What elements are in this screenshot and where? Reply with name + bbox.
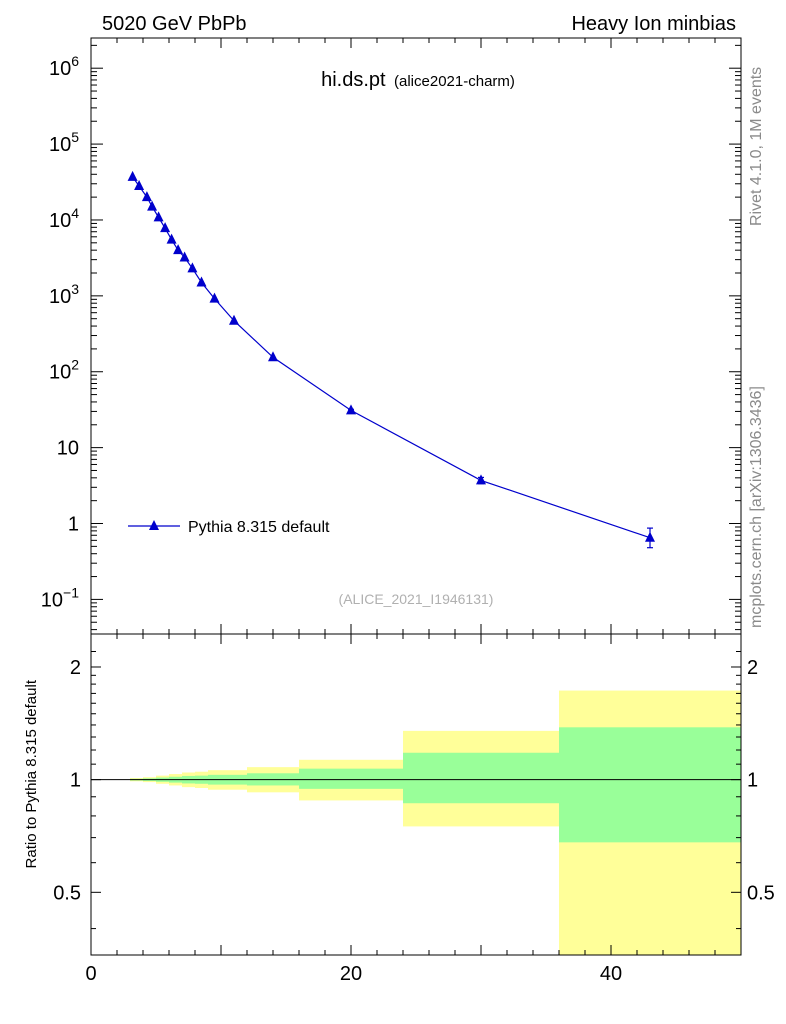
main-y-tick-label: 10 (57, 438, 79, 460)
legend-label: Pythia 8.315 default (188, 519, 330, 536)
x-tick-label: 0 (85, 963, 96, 985)
data-point (173, 244, 184, 255)
ratio-y-tick-label: 0.5 (53, 882, 81, 904)
data-point (153, 211, 164, 222)
main-y-tick-base: 10 (57, 438, 79, 460)
main-y-tick-label: 106 (49, 53, 79, 80)
main-y-tick-label: 1 (68, 514, 79, 536)
main-y-tick-base: 10 (41, 589, 63, 611)
ratio-band-inner (403, 752, 559, 804)
main-y-tick-exponent: −1 (63, 584, 79, 600)
ratio-bands (91, 690, 741, 955)
plot-title-sub: (alice2021-charm) (394, 73, 515, 90)
main-y-tick-base: 10 (49, 210, 71, 232)
data-point (141, 191, 152, 202)
data-point (179, 251, 190, 262)
ratio-band-inner (559, 727, 741, 843)
main-y-tick-base: 10 (49, 58, 71, 80)
series-line (132, 176, 651, 539)
header-right: Heavy Ion minbias (571, 13, 736, 35)
ratio-band-inner (299, 768, 403, 789)
data-point (476, 474, 486, 485)
main-y-tick-base: 1 (68, 514, 79, 536)
rivet-label: Rivet 4.1.0, 1M events (748, 67, 765, 226)
main-y-tick-exponent: 3 (71, 281, 79, 297)
data-point (127, 170, 138, 181)
data-point (209, 292, 220, 303)
plot-title-main: hi.ds.pt (321, 69, 386, 91)
plot-title: hi.ds.pt (alice2021-charm) (321, 69, 515, 91)
main-y-tick-label: 10−1 (41, 584, 79, 611)
ratio-y-tick-label-right: 2 (747, 657, 758, 679)
data-point (147, 200, 158, 211)
main-y-tick-label: 103 (49, 281, 79, 308)
main-y-tick-base: 10 (49, 362, 71, 384)
data-point (196, 276, 207, 287)
legend-marker (149, 520, 159, 530)
data-point (134, 180, 145, 191)
x-tick-label: 20 (340, 963, 362, 985)
data-point (268, 351, 278, 362)
main-y-tick-base: 10 (49, 134, 71, 156)
ratio-ylabel: Ratio to Pythia 8.315 default (23, 679, 40, 868)
main-frame (90, 37, 742, 635)
mcplots-label: mcplots.cern.ch [arXiv:1306.3436] (748, 386, 765, 628)
header-left: 5020 GeV PbPb (102, 13, 247, 35)
legend: Pythia 8.315 default (128, 519, 330, 536)
main-y-tick-label: 105 (49, 129, 79, 156)
x-tick-label: 40 (600, 963, 622, 985)
ratio-y-tick-label-right: 0.5 (747, 882, 775, 904)
data-point (166, 233, 177, 244)
data-point (346, 404, 356, 415)
main-y-tick-label: 104 (49, 205, 79, 232)
data-point (645, 531, 655, 542)
main-y-tick-exponent: 4 (71, 205, 79, 221)
data-point (187, 262, 198, 273)
main-y-tick-base: 10 (49, 286, 71, 308)
data-point (229, 314, 239, 325)
ratio-y-tick-label-right: 1 (747, 770, 758, 792)
main-y-tick-exponent: 5 (71, 129, 79, 145)
main-series (127, 170, 655, 549)
data-point (160, 222, 171, 233)
main-y-tick-label: 102 (49, 357, 79, 384)
main-y-tick-exponent: 6 (71, 53, 79, 69)
main-y-tick-exponent: 2 (71, 357, 79, 373)
analysis-watermark: (ALICE_2021_I1946131) (339, 591, 494, 607)
ratio-y-tick-label: 1 (70, 770, 81, 792)
ratio-y-tick-label: 2 (70, 657, 81, 679)
